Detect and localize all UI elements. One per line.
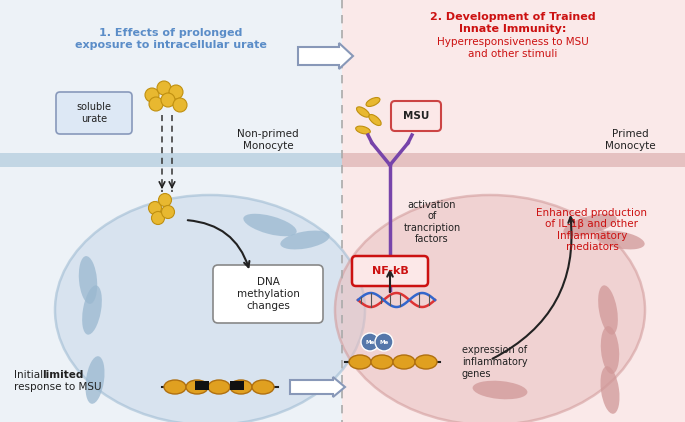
Text: Innate Immunity:: Innate Immunity:: [460, 24, 566, 34]
Ellipse shape: [230, 380, 252, 394]
Ellipse shape: [82, 285, 102, 335]
Ellipse shape: [252, 380, 274, 394]
Ellipse shape: [393, 355, 415, 369]
Ellipse shape: [595, 230, 645, 249]
Circle shape: [149, 201, 162, 214]
Bar: [0, 0, 342, 422]
Text: response to MSU: response to MSU: [14, 382, 101, 392]
Ellipse shape: [86, 356, 105, 404]
Ellipse shape: [164, 380, 186, 394]
Text: Initial: Initial: [14, 370, 47, 380]
Text: Enhanced production
of IL-1β and other
Inflammatory
mediators: Enhanced production of IL-1β and other I…: [536, 208, 647, 252]
Text: Me: Me: [365, 340, 375, 344]
Text: 2. Development of Trained: 2. Development of Trained: [430, 12, 596, 22]
Text: and other stimuli: and other stimuli: [469, 49, 558, 59]
Text: Non-primed
Monocyte: Non-primed Monocyte: [237, 129, 299, 151]
Ellipse shape: [186, 380, 208, 394]
Ellipse shape: [349, 355, 371, 369]
Ellipse shape: [55, 195, 365, 422]
Text: Hyperresponsiveness to MSU: Hyperresponsiveness to MSU: [437, 37, 589, 47]
FancyBboxPatch shape: [352, 256, 428, 286]
Ellipse shape: [473, 381, 527, 399]
FancyArrow shape: [290, 377, 345, 397]
FancyBboxPatch shape: [56, 92, 132, 134]
Ellipse shape: [243, 214, 297, 236]
FancyBboxPatch shape: [391, 101, 441, 131]
Circle shape: [173, 98, 187, 112]
Bar: [230, 381, 244, 390]
Text: Primed
Monocyte: Primed Monocyte: [605, 129, 656, 151]
Ellipse shape: [280, 230, 329, 249]
Bar: [342, 0, 685, 422]
Ellipse shape: [208, 380, 230, 394]
Ellipse shape: [601, 326, 619, 374]
Circle shape: [151, 211, 164, 225]
Text: Me: Me: [379, 340, 388, 344]
Ellipse shape: [371, 355, 393, 369]
Ellipse shape: [356, 107, 369, 117]
Ellipse shape: [335, 195, 645, 422]
Text: NF-kB: NF-kB: [372, 266, 408, 276]
FancyBboxPatch shape: [213, 265, 323, 323]
Circle shape: [149, 97, 163, 111]
Ellipse shape: [356, 126, 371, 134]
Circle shape: [161, 93, 175, 107]
Ellipse shape: [415, 355, 437, 369]
Ellipse shape: [79, 256, 97, 304]
Text: MSU: MSU: [403, 111, 429, 121]
Text: activation
of
trancription
factors: activation of trancription factors: [403, 200, 460, 244]
Bar: [195, 381, 209, 390]
Bar: [342, 153, 685, 167]
Circle shape: [158, 194, 171, 206]
Circle shape: [145, 88, 159, 102]
Circle shape: [162, 206, 175, 219]
Circle shape: [157, 81, 171, 95]
Text: 1. Effects of prolonged
exposure to intracellular urate: 1. Effects of prolonged exposure to intr…: [75, 28, 267, 50]
Circle shape: [361, 333, 379, 351]
Ellipse shape: [601, 366, 619, 414]
Circle shape: [169, 85, 183, 99]
Text: limited: limited: [42, 370, 84, 380]
Ellipse shape: [598, 285, 618, 335]
Text: expression of
inflammatory
genes: expression of inflammatory genes: [462, 345, 527, 379]
Circle shape: [375, 333, 393, 351]
Text: DNA
methylation
changes: DNA methylation changes: [236, 277, 299, 311]
FancyArrow shape: [298, 43, 353, 69]
Ellipse shape: [369, 114, 381, 125]
Ellipse shape: [366, 97, 380, 106]
Ellipse shape: [563, 214, 616, 236]
Bar: [0, 153, 342, 167]
Text: soluble
urate: soluble urate: [77, 102, 112, 124]
